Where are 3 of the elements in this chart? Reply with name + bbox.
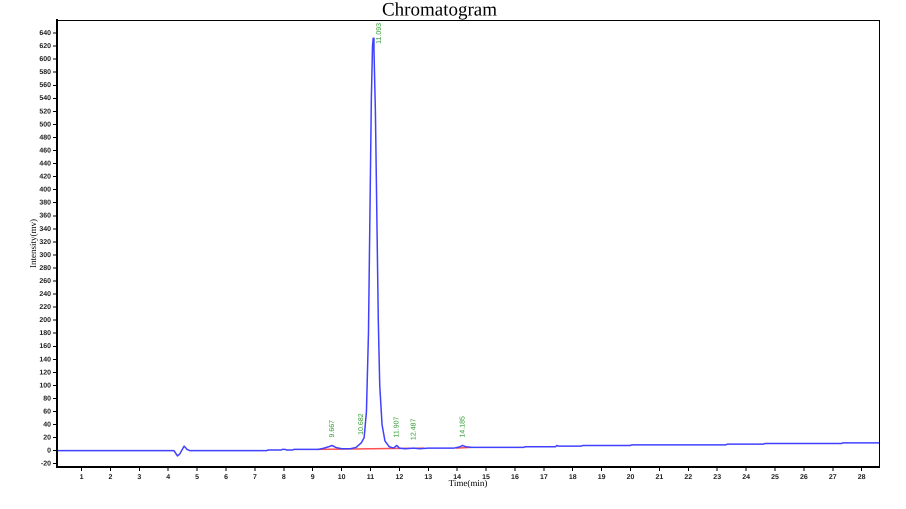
y-axis-title: Intensity(mv) bbox=[28, 219, 38, 268]
x-axis-title: Time(min) bbox=[448, 478, 488, 488]
chart-title: Chromatogram bbox=[382, 0, 498, 20]
